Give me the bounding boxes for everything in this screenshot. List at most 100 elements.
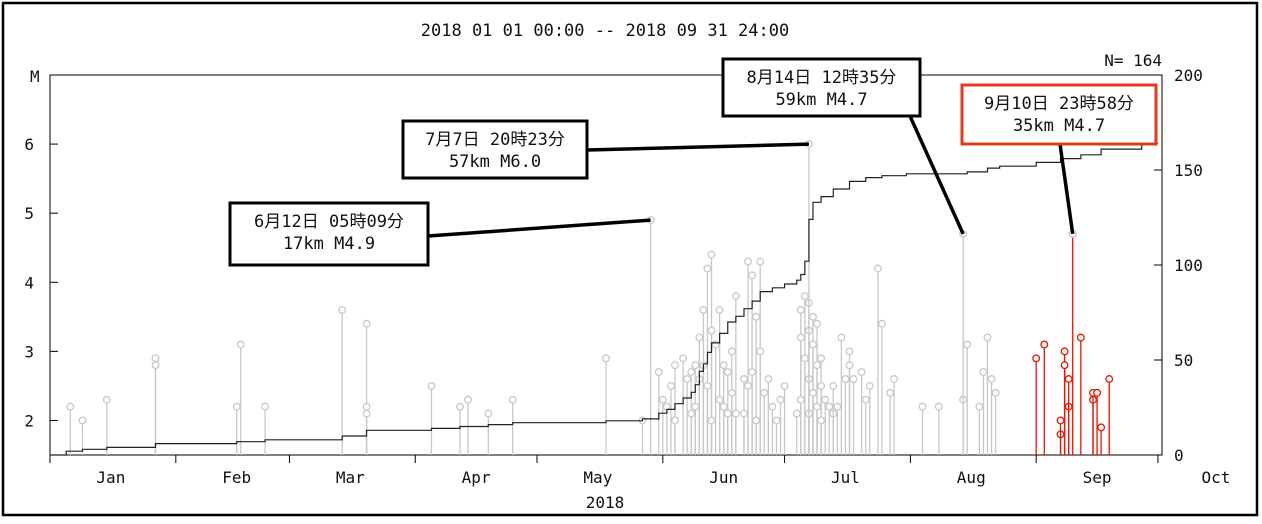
callout-box xyxy=(721,57,922,118)
callout-line2: 57km M6.0 xyxy=(449,152,541,172)
y-left-tick-label: 5 xyxy=(24,204,34,223)
event-point xyxy=(719,361,728,370)
event-point xyxy=(236,340,245,349)
callout-leader xyxy=(586,142,809,152)
event-point xyxy=(484,409,493,418)
event-point xyxy=(719,402,728,411)
event-point xyxy=(813,402,821,411)
count-label: N= 164 xyxy=(1104,51,1162,70)
event-point xyxy=(731,292,740,301)
callout-line2: 17km M4.9 xyxy=(283,234,375,254)
y-right-tick-label: 100 xyxy=(1174,256,1203,275)
event-point xyxy=(723,409,732,418)
event-point xyxy=(841,375,850,383)
event-point xyxy=(752,312,761,321)
y-right-tick-label: 0 xyxy=(1174,446,1184,465)
event-point xyxy=(873,264,882,273)
callout-box xyxy=(401,119,589,180)
axes: Jan Feb Mar Apr May Jun Jul Aug Sep Oct 2 3 4 5 6 0 50 10… xyxy=(24,66,1230,487)
event-point xyxy=(991,388,1000,397)
event-point xyxy=(865,381,874,390)
event-point xyxy=(338,305,347,314)
event-point xyxy=(886,388,895,397)
event-point xyxy=(744,381,752,390)
x-tick-label: Jan xyxy=(96,468,125,487)
event-point xyxy=(983,333,992,342)
callout-line1: 8月14日 12時35分 xyxy=(747,68,897,88)
event-point xyxy=(740,375,748,383)
event-point xyxy=(748,368,757,377)
event-point xyxy=(837,333,846,342)
event-point xyxy=(723,368,732,377)
event-point xyxy=(151,354,160,363)
event-point xyxy=(707,250,716,259)
x-tick-label: Mar xyxy=(336,468,365,487)
event-point xyxy=(703,264,712,273)
event-point xyxy=(845,347,854,356)
event-point xyxy=(845,361,854,370)
event-point xyxy=(861,395,870,404)
event-point xyxy=(654,368,663,377)
cumulative-line-group xyxy=(50,142,1158,456)
event-point xyxy=(744,257,752,266)
event-point xyxy=(821,395,830,404)
event-point xyxy=(707,416,716,425)
event-point xyxy=(464,395,472,404)
event-point xyxy=(1060,361,1069,370)
event-point xyxy=(671,361,679,370)
event-point xyxy=(727,388,736,397)
chart-title: 2018 01 01 00:00 -- 2018 09 31 24:00 xyxy=(421,21,789,41)
event-point xyxy=(796,333,805,342)
event-point xyxy=(691,361,700,370)
event-point xyxy=(1032,354,1041,363)
event-point xyxy=(362,409,371,418)
event-point xyxy=(1064,375,1073,383)
event-point xyxy=(1093,388,1102,397)
event-point xyxy=(987,375,996,383)
event-point xyxy=(760,388,769,397)
y-right-tick-label: 150 xyxy=(1174,161,1203,180)
event-point xyxy=(1097,423,1106,432)
event-point xyxy=(796,305,805,314)
event-point xyxy=(671,416,679,425)
event-point xyxy=(776,395,785,404)
event-point xyxy=(715,305,724,314)
x-tick-label: Oct xyxy=(1201,468,1230,487)
event-point xyxy=(768,402,777,411)
callout-leader xyxy=(1058,143,1075,235)
event-point xyxy=(703,381,712,390)
event-point xyxy=(780,381,789,390)
event-point xyxy=(691,402,700,411)
event-point xyxy=(979,368,988,377)
event-point xyxy=(817,381,826,390)
event-point xyxy=(1105,375,1114,383)
y-left-tick-label: 6 xyxy=(24,135,34,154)
event-point xyxy=(934,402,943,411)
y-right-tick-label: 50 xyxy=(1174,351,1193,370)
event-point xyxy=(849,375,858,383)
event-point xyxy=(362,402,371,411)
event-point xyxy=(740,409,748,418)
event-point xyxy=(975,402,984,411)
event-point xyxy=(809,340,817,349)
event-point xyxy=(813,319,821,328)
event-point xyxy=(817,354,826,363)
event-point xyxy=(1056,416,1065,425)
event-point xyxy=(711,340,720,349)
event-point xyxy=(695,333,704,342)
event-point xyxy=(683,375,692,383)
event-point xyxy=(232,402,241,411)
event-point xyxy=(1040,340,1049,349)
x-tick-label: Feb xyxy=(222,468,251,487)
event-point xyxy=(151,361,160,370)
callout-box xyxy=(228,201,430,267)
event-point xyxy=(66,402,75,411)
event-point xyxy=(800,292,809,301)
event-point xyxy=(455,402,464,411)
y-left-tick-label: 2 xyxy=(24,411,34,430)
x-tick-label: Aug xyxy=(957,468,986,487)
event-point xyxy=(602,354,610,363)
callout-line1: 6月12日 05時09分 xyxy=(254,212,404,232)
event-point xyxy=(752,416,761,425)
callout-line1: 7月7日 20時23分 xyxy=(425,130,565,150)
